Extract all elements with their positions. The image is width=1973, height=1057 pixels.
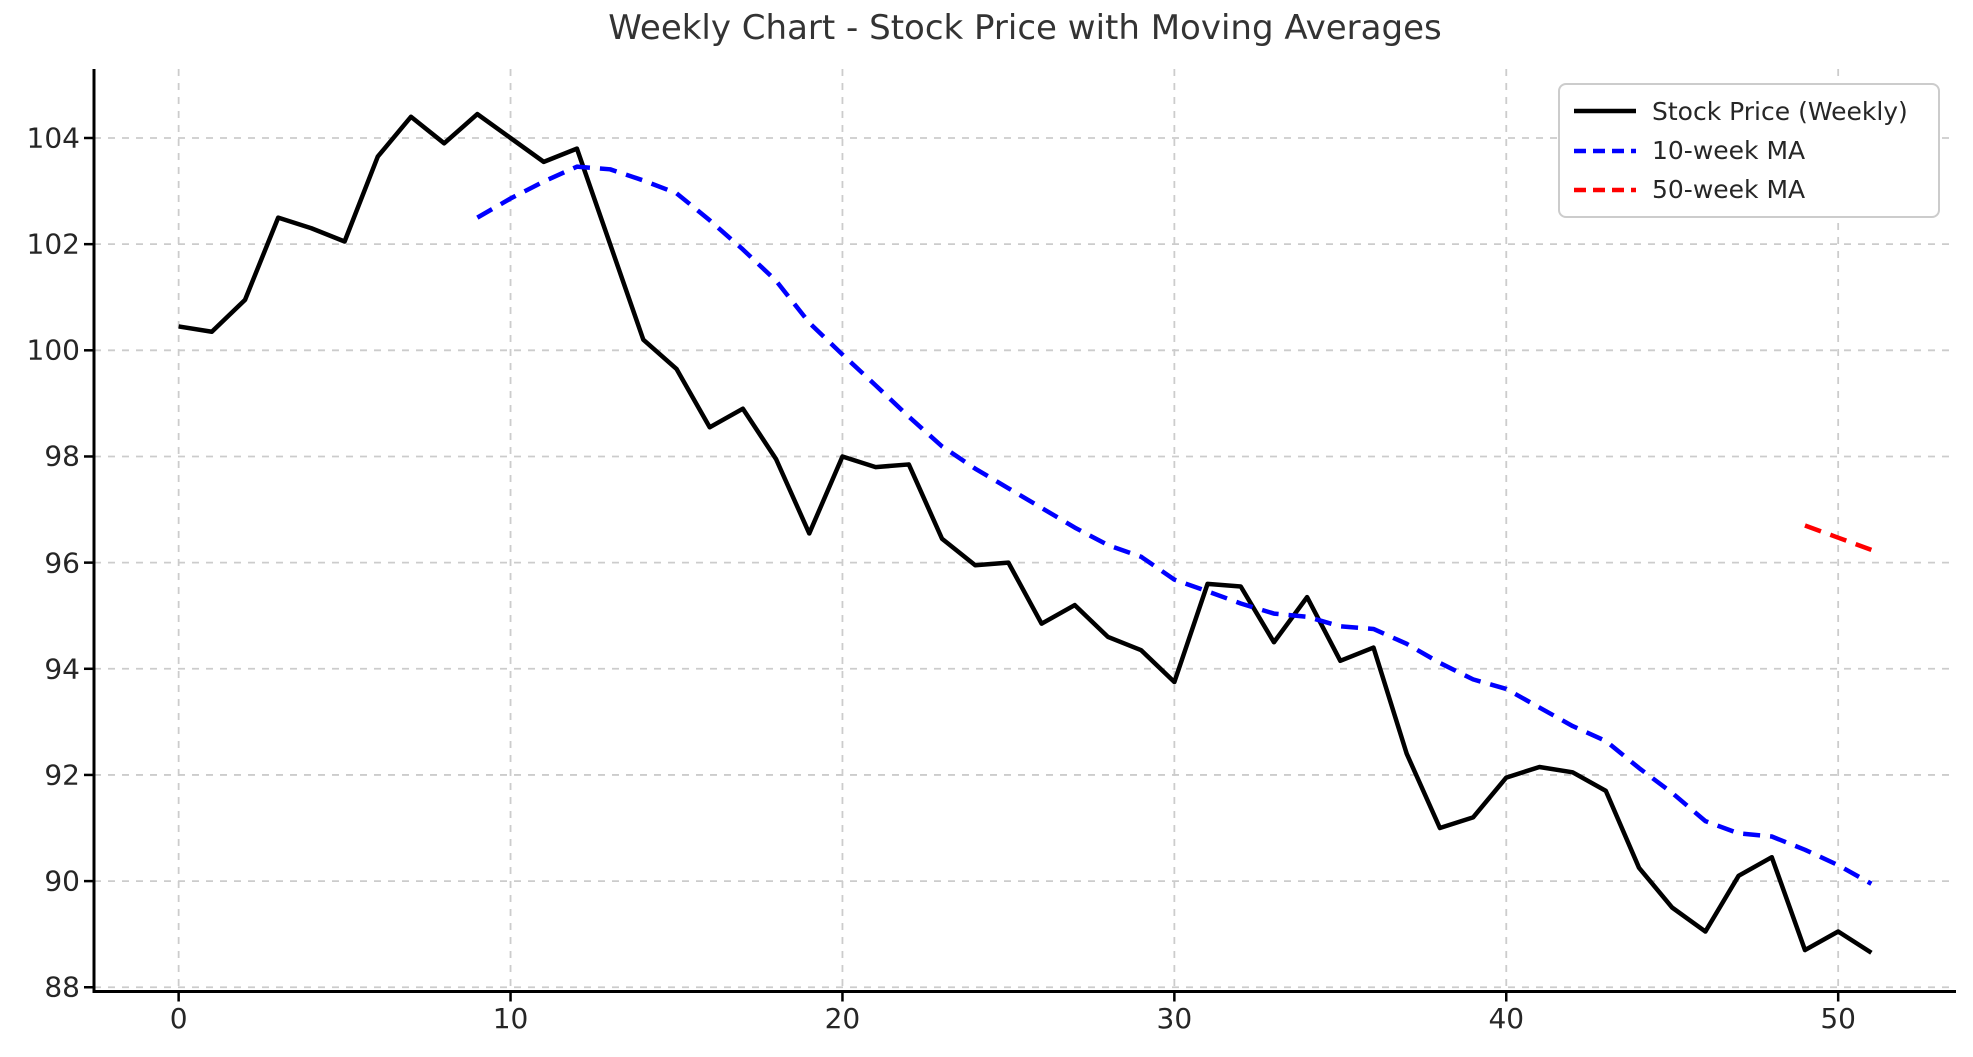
y-tick-label: 98 <box>44 439 80 473</box>
series-line-stock-price <box>178 111 1873 955</box>
y-tick-label: 88 <box>44 970 80 1004</box>
x-tick-label: 0 <box>169 1002 188 1035</box>
series-line-ma50 <box>1804 523 1873 553</box>
legend-item-ma10: 10-week MA <box>1574 134 1928 168</box>
legend: Stock Price (Weekly) 10-week MA 50-week … <box>1558 83 1940 218</box>
y-tick-label: 90 <box>44 864 80 898</box>
y-tick-label: 94 <box>44 652 80 686</box>
legend-item-stock-price: Stock Price (Weekly) <box>1574 94 1928 128</box>
legend-label-ma50: 50-week MA <box>1652 175 1806 205</box>
y-tick-label: 96 <box>44 546 80 580</box>
series-line-ma10 <box>476 164 1873 886</box>
legend-label-ma10: 10-week MA <box>1652 136 1806 165</box>
x-tick-label: 10 <box>492 1002 529 1035</box>
chart-title: Weekly Chart - Stock Price with Moving A… <box>608 8 1442 48</box>
y-tick-label: 104 <box>26 121 80 155</box>
legend-label-stock-price: Stock Price (Weekly) <box>1652 96 1908 126</box>
x-tick-label: 50 <box>1820 1002 1856 1035</box>
ma10-line-icon <box>1574 148 1636 154</box>
y-tick-label: 100 <box>26 333 80 367</box>
x-tick-label: 40 <box>1488 1002 1525 1035</box>
x-tick-label: 20 <box>824 1002 861 1035</box>
legend-item-ma50: 50-week MA <box>1574 173 1928 207</box>
x-tick-label: 30 <box>1156 1002 1193 1035</box>
y-tick-label: 92 <box>44 758 80 792</box>
ma50-line-icon <box>1574 187 1636 193</box>
y-tick-label: 102 <box>26 227 80 261</box>
stock-price-line-icon <box>1574 108 1636 114</box>
